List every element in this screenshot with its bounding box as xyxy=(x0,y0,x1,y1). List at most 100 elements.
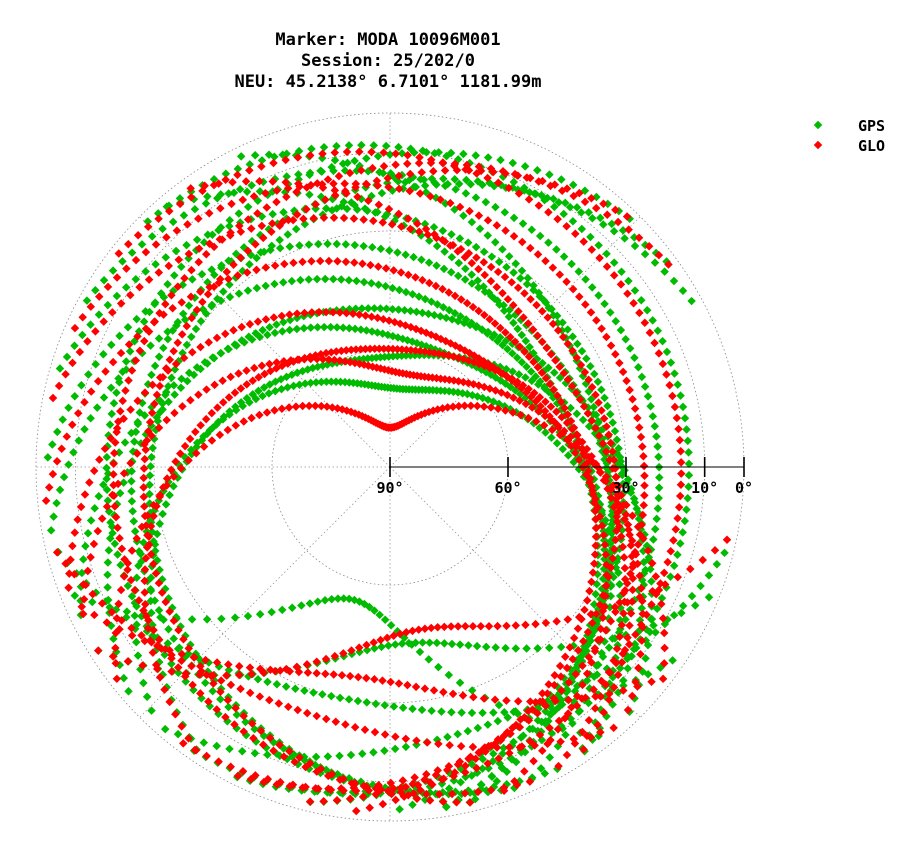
glo-point xyxy=(141,445,150,455)
glo-point xyxy=(339,786,348,795)
gps-point xyxy=(439,264,449,274)
gps-point xyxy=(491,202,500,212)
glo-point xyxy=(169,472,179,481)
glo-point xyxy=(127,546,137,555)
gps-point xyxy=(704,592,714,602)
gps-point xyxy=(654,452,663,462)
glo-point xyxy=(351,183,360,192)
gps-point xyxy=(394,142,403,152)
gps-point xyxy=(150,361,160,371)
glo-point xyxy=(529,357,538,367)
glo-point xyxy=(133,231,143,240)
glo-point xyxy=(431,281,441,291)
gps-point xyxy=(131,274,141,284)
glo-point xyxy=(86,387,96,396)
gps-point xyxy=(658,336,667,346)
glo-point xyxy=(174,625,183,635)
gps-point xyxy=(292,313,302,323)
gps-point xyxy=(400,306,409,315)
glo-point xyxy=(524,352,534,362)
glo-point xyxy=(177,298,186,307)
gps-point xyxy=(653,442,662,451)
gps-point xyxy=(425,236,434,245)
glo-point xyxy=(483,759,492,768)
glo-point xyxy=(195,287,205,296)
gps-point xyxy=(522,362,531,372)
gps-point xyxy=(508,367,517,376)
glo-point xyxy=(114,249,124,258)
glo-point xyxy=(145,417,155,427)
glo-point xyxy=(586,308,596,317)
gps-point xyxy=(404,638,414,648)
glo-point xyxy=(562,277,571,287)
glo-point xyxy=(578,680,587,690)
glo-point xyxy=(201,655,210,665)
glo-point xyxy=(628,574,638,583)
glo-point xyxy=(68,541,77,551)
glo-point xyxy=(285,310,294,319)
gps-point xyxy=(529,281,538,290)
glo-point xyxy=(494,754,503,763)
glo-point xyxy=(518,381,528,390)
gps-point xyxy=(684,482,693,492)
gps-point xyxy=(103,300,113,310)
glo-point xyxy=(657,599,666,609)
gps-point xyxy=(130,437,139,446)
glo-point xyxy=(315,256,325,266)
gps-point xyxy=(160,724,170,734)
gps-point xyxy=(550,368,559,377)
gps-point xyxy=(517,357,527,367)
glo-point xyxy=(544,680,553,689)
gps-point xyxy=(145,307,154,317)
glo-point xyxy=(411,682,421,692)
gps-point xyxy=(291,224,301,234)
glo-point xyxy=(659,659,669,668)
glo-point xyxy=(577,694,587,703)
gps-point xyxy=(540,769,550,778)
glo-point xyxy=(548,263,558,272)
gps-point xyxy=(490,294,499,303)
gps-point xyxy=(182,240,191,250)
gps-point xyxy=(224,189,233,198)
gps-point xyxy=(55,485,65,495)
glo-point xyxy=(675,435,685,445)
glo-point xyxy=(90,610,99,620)
glo-point xyxy=(584,652,594,662)
gps-point xyxy=(712,560,722,569)
gps-point xyxy=(192,442,201,452)
gps-point xyxy=(53,427,62,437)
gps-point xyxy=(158,399,167,408)
gps-point xyxy=(574,267,584,276)
gps-point xyxy=(565,202,575,212)
glo-point xyxy=(140,636,149,646)
glo-point xyxy=(500,272,510,282)
gps-point xyxy=(509,213,519,223)
glo-point xyxy=(183,220,192,229)
glo-point xyxy=(324,355,334,364)
glo-point xyxy=(280,259,289,269)
gps-point xyxy=(123,323,133,332)
glo-point xyxy=(528,325,538,334)
gps-point xyxy=(497,763,507,772)
glo-point xyxy=(590,704,600,713)
gps-point xyxy=(137,240,147,249)
gps-point xyxy=(170,271,179,280)
gps-point xyxy=(88,597,97,607)
glo-point xyxy=(161,299,170,309)
gps-point xyxy=(417,255,426,265)
gps-point xyxy=(401,250,410,259)
gps-point xyxy=(430,310,439,320)
glo-point xyxy=(618,367,628,377)
glo-point xyxy=(594,431,604,441)
glo-point xyxy=(251,771,260,780)
glo-point xyxy=(574,612,584,622)
gps-point xyxy=(617,267,626,276)
glo-point xyxy=(572,701,582,710)
glo-point xyxy=(555,362,564,371)
gps-point xyxy=(422,148,431,157)
gps-point xyxy=(207,301,216,311)
gps-point xyxy=(297,601,306,610)
glo-point xyxy=(78,609,88,619)
gps-point xyxy=(225,215,234,225)
glo-point xyxy=(406,224,415,234)
